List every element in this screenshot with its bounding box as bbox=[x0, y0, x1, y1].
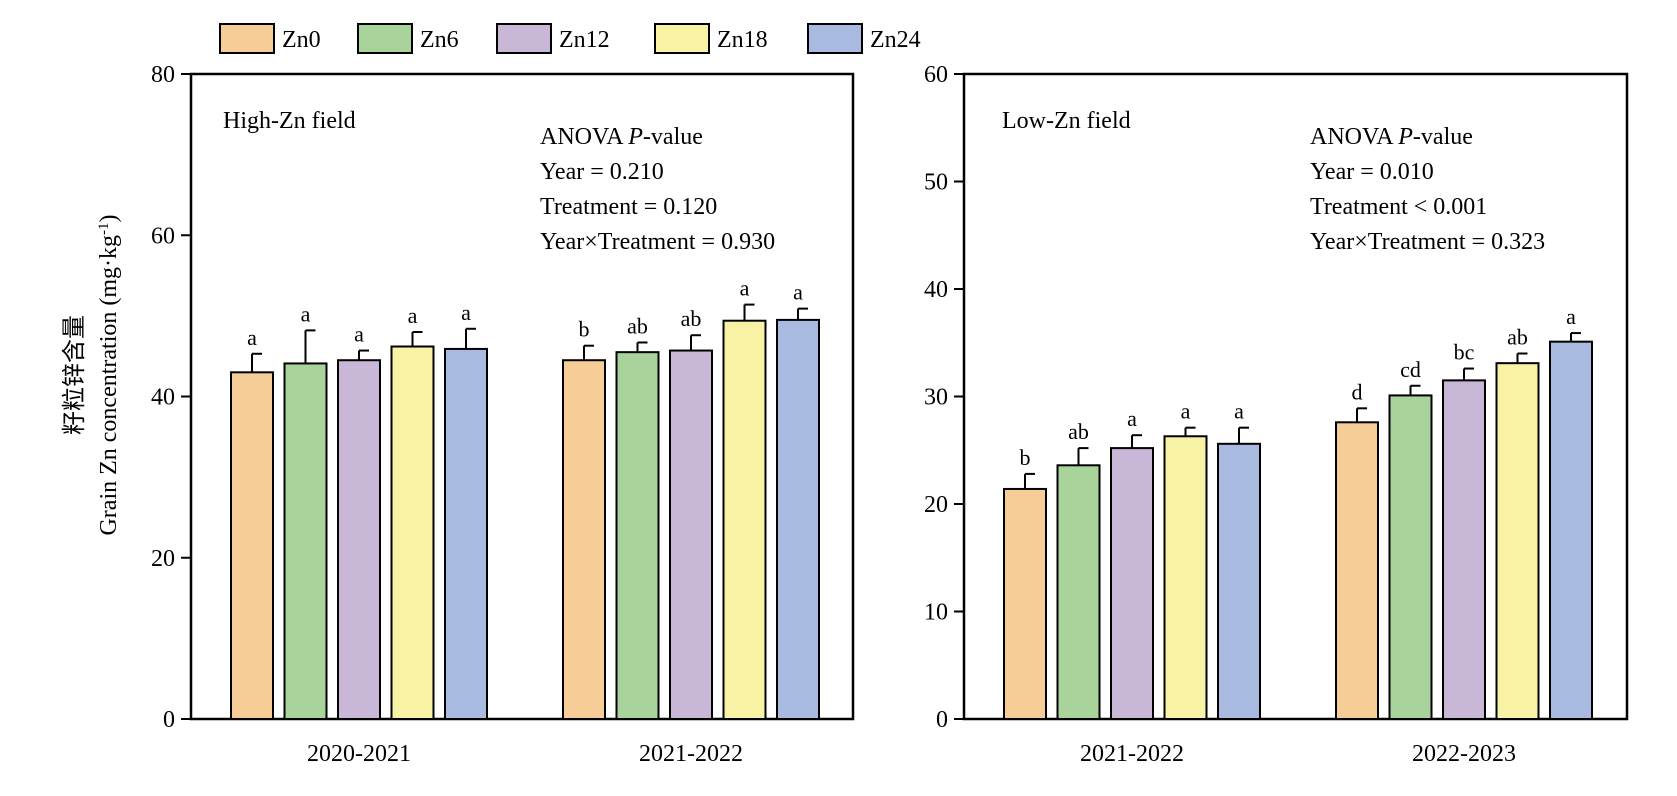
significance-letter: bc bbox=[1454, 340, 1475, 365]
y-tick-label: 20 bbox=[924, 492, 948, 518]
anova-line: Year×Treatment = 0.323 bbox=[1310, 229, 1545, 255]
bar-zn18-2021-2022 bbox=[722, 319, 767, 720]
legend: Zn0 Zn6 Zn12 Zn18 Zn24 bbox=[219, 23, 921, 54]
bar-zn12-2020-2021 bbox=[337, 359, 381, 720]
bar-zn12-2022-2023 bbox=[1442, 379, 1486, 720]
panel-low-zn: 0 10 20 30 40 50 60 b ab a a a 2021-2022 d cd bc ab a 2022… bbox=[924, 62, 1629, 767]
bar-zn6-2021-2022 bbox=[615, 351, 660, 720]
y-tick-label: 60 bbox=[151, 223, 175, 249]
bar-zn12-2021-2022 bbox=[669, 349, 713, 720]
significance-letter: d bbox=[1352, 379, 1363, 404]
bar-zn6-2022-2023 bbox=[1388, 394, 1433, 720]
legend-swatch-zn18 bbox=[654, 23, 710, 54]
y-tick-label: 30 bbox=[924, 385, 948, 411]
y-axis-label-en: Grain Zn concentration (mg·kg-1) bbox=[96, 214, 122, 535]
anova-heading: ANOVA P-value bbox=[540, 124, 703, 150]
bar-zn24-2021-2022 bbox=[776, 318, 820, 720]
significance-letter: ab bbox=[627, 313, 648, 338]
panel-high-zn: 0 20 40 60 80 a a a a a 2020-2021 b ab ab a a 2021-2022 H… bbox=[151, 62, 855, 767]
bar-zn18-2020-2021 bbox=[390, 345, 435, 720]
bar-zn0-2021-2022 bbox=[562, 359, 606, 720]
y-tick-label: 0 bbox=[163, 707, 175, 733]
significance-letter: ab bbox=[1507, 325, 1528, 350]
significance-letter: b bbox=[1020, 445, 1031, 470]
significance-letter: a bbox=[1181, 399, 1191, 424]
legend-label-zn0: Zn0 bbox=[282, 27, 321, 53]
significance-letter: a bbox=[1127, 406, 1137, 431]
significance-letter: a bbox=[1234, 399, 1244, 424]
y-tick-label: 0 bbox=[936, 707, 948, 733]
y-tick-label: 80 bbox=[151, 62, 175, 88]
y-axis-label-cn: 籽粒锌含量 bbox=[61, 315, 88, 435]
bar-zn24-2020-2021 bbox=[444, 347, 488, 720]
bar-zn6-2020-2021 bbox=[283, 362, 328, 720]
anova-line: Year = 0.210 bbox=[540, 159, 664, 185]
legend-label-zn6: Zn6 bbox=[420, 27, 459, 53]
y-axis-label: 籽粒锌含量 Grain Zn concentration (mg·kg-1) bbox=[61, 214, 122, 535]
bar-zn24-2021-2022 bbox=[1217, 442, 1261, 720]
anova-heading: ANOVA P-value bbox=[1310, 124, 1473, 150]
bar-zn18-2021-2022 bbox=[1163, 435, 1208, 720]
anova-line: Treatment = 0.120 bbox=[540, 194, 717, 220]
bar-zn6-2021-2022 bbox=[1056, 464, 1101, 720]
bar-zn18-2022-2023 bbox=[1495, 362, 1540, 720]
significance-letter: a bbox=[461, 300, 471, 325]
bar-zn0-2020-2021 bbox=[230, 371, 274, 720]
bar-zn24-2022-2023 bbox=[1549, 340, 1593, 720]
legend-label-zn24: Zn24 bbox=[870, 27, 921, 53]
y-tick-label: 60 bbox=[924, 62, 948, 88]
significance-letter: b bbox=[579, 317, 590, 342]
legend-label-zn12: Zn12 bbox=[559, 27, 610, 53]
x-category-label: 2021-2022 bbox=[639, 741, 743, 767]
significance-letter: a bbox=[1566, 304, 1576, 329]
x-category-label: 2021-2022 bbox=[1080, 741, 1184, 767]
significance-letter: a bbox=[354, 322, 364, 347]
panel-title: Low-Zn field bbox=[1002, 108, 1131, 134]
legend-swatch-zn12 bbox=[496, 23, 552, 54]
bar-zn0-2022-2023 bbox=[1335, 421, 1379, 720]
significance-letter: a bbox=[247, 325, 257, 350]
significance-letter: a bbox=[408, 303, 418, 328]
legend-swatch-zn24 bbox=[807, 23, 863, 54]
y-tick-label: 40 bbox=[924, 277, 948, 303]
y-tick-label: 50 bbox=[924, 170, 948, 196]
significance-letter: cd bbox=[1400, 357, 1421, 382]
significance-letter: a bbox=[301, 301, 311, 326]
significance-letter: ab bbox=[681, 306, 702, 331]
significance-letter: ab bbox=[1068, 419, 1089, 444]
y-tick-label: 10 bbox=[924, 600, 948, 626]
bar-zn0-2021-2022 bbox=[1003, 487, 1047, 721]
significance-letter: a bbox=[740, 276, 750, 301]
significance-letter: a bbox=[793, 280, 803, 305]
legend-swatch-zn0 bbox=[219, 23, 275, 54]
x-category-label: 2020-2021 bbox=[307, 741, 411, 767]
anova-line: Year = 0.010 bbox=[1310, 159, 1434, 185]
x-category-label: 2022-2023 bbox=[1412, 741, 1516, 767]
bar-zn12-2021-2022 bbox=[1110, 447, 1154, 720]
legend-swatch-zn6 bbox=[357, 23, 413, 54]
panel-title: High-Zn field bbox=[223, 108, 356, 134]
legend-label-zn18: Zn18 bbox=[717, 27, 768, 53]
y-tick-label: 40 bbox=[151, 385, 175, 411]
anova-line: Year×Treatment = 0.930 bbox=[540, 229, 775, 255]
anova-line: Treatment < 0.001 bbox=[1310, 194, 1487, 220]
y-tick-label: 20 bbox=[151, 546, 175, 572]
